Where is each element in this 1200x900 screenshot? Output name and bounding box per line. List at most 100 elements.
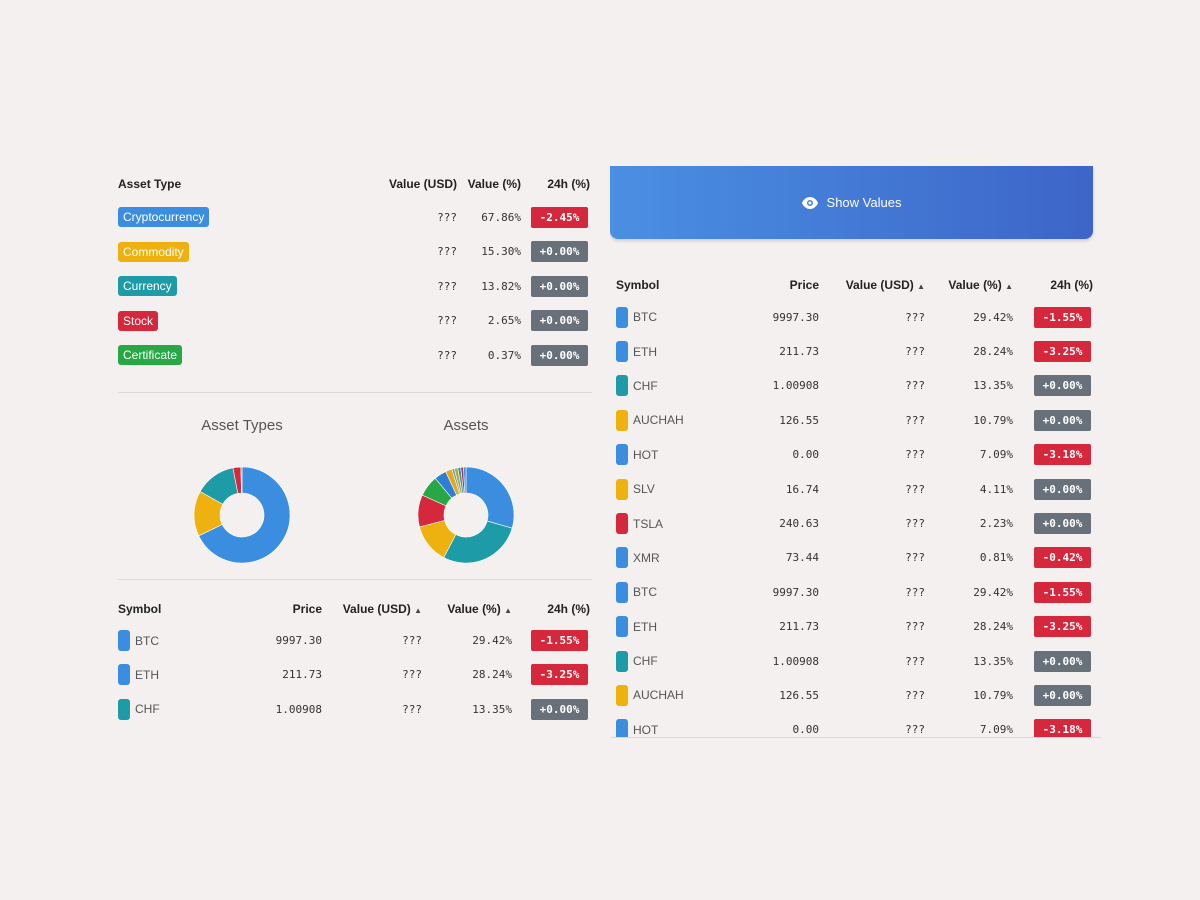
asset-type-tag[interactable]: Stock xyxy=(118,310,159,331)
value-usd-cell: ??? xyxy=(402,668,422,682)
donut-slice-certificate[interactable] xyxy=(240,466,243,493)
asset-row[interactable]: HOT 0.00??? 7.09% -3.18% xyxy=(616,438,1102,472)
value-pct-cell: 7.09% xyxy=(979,448,1013,462)
asset-color-marker xyxy=(118,630,130,652)
asset-color-marker xyxy=(616,513,628,535)
asset-type-row[interactable]: Stock??? 2.65% +0.00% xyxy=(118,304,592,339)
col-value-pct[interactable]: Value (%) ▲ xyxy=(424,602,514,616)
asset-row[interactable]: ETH 211.73??? 28.24% -3.25% xyxy=(118,658,592,692)
asset-row[interactable]: CHF 1.00908??? 13.35% +0.00% xyxy=(118,692,592,726)
col-price[interactable]: Price xyxy=(292,601,322,616)
symbol-label: ETH xyxy=(633,619,657,634)
asset-color-marker xyxy=(616,375,628,397)
divider xyxy=(118,391,592,393)
asset-row[interactable]: BTC 9997.30??? 29.42% -1.55% xyxy=(616,575,1102,609)
asset-row[interactable]: BTC 9997.30??? 29.42% -1.55% xyxy=(118,624,592,658)
change-cell: +0.00% xyxy=(514,698,592,720)
asset-type-row[interactable]: Commodity??? 15.30% +0.00% xyxy=(118,235,592,270)
asset-row[interactable]: CHF 1.00908??? 13.35% +0.00% xyxy=(616,369,1102,403)
symbol-cell: HOT xyxy=(616,719,726,737)
change-badge: -2.45% xyxy=(531,206,588,228)
change-cell: -3.18% xyxy=(1015,444,1095,466)
col-24h[interactable]: 24h (%) xyxy=(1050,278,1093,292)
asset-type-tag[interactable]: Certificate xyxy=(118,345,183,366)
symbol-cell: BTC xyxy=(616,306,726,328)
value-usd-cell: ??? xyxy=(905,413,925,427)
col-symbol[interactable]: Symbol xyxy=(118,601,162,616)
asset-row[interactable]: ETH 211.73??? 28.24% -3.25% xyxy=(616,334,1102,368)
donut-slice-eth[interactable] xyxy=(443,520,513,563)
symbol-label: AUCHAH xyxy=(633,688,684,703)
value-pct-cell: 2.23% xyxy=(979,517,1013,531)
value-usd-cell: ??? xyxy=(905,688,925,702)
col-value-pct[interactable]: Value (%) xyxy=(467,177,521,191)
asset-type-tag[interactable]: Currency xyxy=(118,276,177,297)
donut-slice-btc[interactable] xyxy=(465,466,515,529)
symbol-cell: ETH xyxy=(118,664,238,686)
col-value-pct[interactable]: Value (%) ▲ xyxy=(927,278,1015,292)
asset-row[interactable]: XMR 73.44??? 0.81% -0.42% xyxy=(616,541,1102,575)
col-24h[interactable]: 24h (%) xyxy=(547,601,590,616)
asset-type-tag[interactable]: Cryptocurrency xyxy=(118,207,210,228)
symbol-cell: TSLA xyxy=(616,513,726,535)
asset-color-marker xyxy=(616,341,628,363)
symbol-label: AUCHAH xyxy=(633,413,684,428)
change-badge: -1.55% xyxy=(1034,581,1091,603)
value-pct-cell: 13.35% xyxy=(973,654,1013,668)
change-badge: +0.00% xyxy=(531,241,588,263)
value-usd-cell: ??? xyxy=(905,723,925,737)
sort-caret-icon: ▲ xyxy=(414,605,422,615)
assets-donut-chart[interactable] xyxy=(416,465,516,565)
price-cell: 1.00908 xyxy=(772,379,819,393)
col-value-usd[interactable]: Value (USD) ▲ xyxy=(324,602,424,616)
asset-row[interactable]: ETH 211.73??? 28.24% -3.25% xyxy=(616,610,1102,644)
value-usd-cell: ??? xyxy=(437,210,457,224)
value-pct-cell: 0.81% xyxy=(979,551,1013,565)
price-cell: 211.73 xyxy=(779,620,819,634)
change-cell: -3.25% xyxy=(514,664,592,686)
asset-color-marker xyxy=(118,698,130,720)
change-badge: -3.25% xyxy=(1034,616,1091,638)
value-usd-cell: ??? xyxy=(402,634,422,648)
asset-row[interactable]: BTC 9997.30??? 29.42% -1.55% xyxy=(616,300,1102,334)
asset-type-row[interactable]: Cryptocurrency??? 67.86% -2.45% xyxy=(118,200,592,235)
col-value-usd-label: Value (USD) xyxy=(342,601,411,616)
asset-row[interactable]: SLV 16.74??? 4.11% +0.00% xyxy=(616,472,1102,506)
col-price[interactable]: Price xyxy=(789,278,819,292)
price-cell: 9997.30 xyxy=(275,634,322,648)
donut-slice-other-4[interactable] xyxy=(463,466,467,493)
asset-row[interactable]: TSLA 240.63??? 2.23% +0.00% xyxy=(616,506,1102,540)
asset-type-cell: Stock xyxy=(118,310,318,331)
price-cell: 0.00 xyxy=(792,723,820,737)
asset-types-donut-chart[interactable] xyxy=(192,465,292,565)
asset-types-body: Cryptocurrency??? 67.86% -2.45% Commodity??… xyxy=(118,200,592,373)
asset-row[interactable]: CHF 1.00908??? 13.35% +0.00% xyxy=(616,644,1102,678)
symbol-label: XMR xyxy=(633,550,660,565)
portfolio-left-panel: Asset Type Value (USD) Value (%) 24h (%)… xyxy=(118,168,592,738)
asset-row[interactable]: AUCHAH 126.55??? 10.79% +0.00% xyxy=(616,403,1102,437)
asset-row[interactable]: HOT 0.00??? 7.09% -3.18% xyxy=(616,713,1102,737)
col-value-usd[interactable]: Value (USD) ▲ xyxy=(821,278,927,292)
col-value-usd[interactable]: Value (USD) xyxy=(388,177,457,191)
value-pct-cell: 29.42% xyxy=(973,310,1013,324)
sort-caret-icon: ▲ xyxy=(917,282,925,291)
col-value-pct-label: Value (%) xyxy=(447,601,501,616)
asset-type-tag[interactable]: Commodity xyxy=(118,241,189,262)
right-assets-header: Symbol Price Value (USD) ▲ Value (%) ▲ 2… xyxy=(616,270,1102,300)
show-values-button[interactable]: Show Values xyxy=(610,166,1093,239)
price-cell: 0.00 xyxy=(792,448,820,462)
asset-type-row[interactable]: Certificate??? 0.37% +0.00% xyxy=(118,338,592,373)
value-pct-cell: 10.79% xyxy=(973,413,1013,427)
asset-type-row[interactable]: Currency??? 13.82% +0.00% xyxy=(118,269,592,304)
col-symbol[interactable]: Symbol xyxy=(616,278,660,292)
asset-color-marker xyxy=(616,478,628,500)
donut-slice-cryptocurrency[interactable] xyxy=(198,466,291,563)
value-usd-cell: ??? xyxy=(437,348,457,362)
price-cell: 9997.30 xyxy=(772,310,819,324)
symbol-label: HOT xyxy=(633,722,659,737)
symbol-label: CHF xyxy=(633,378,658,393)
value-usd-cell: ??? xyxy=(437,314,457,328)
symbol-cell: ETH xyxy=(616,341,726,363)
asset-row[interactable]: AUCHAH 126.55??? 10.79% +0.00% xyxy=(616,678,1102,712)
col-24h[interactable]: 24h (%) xyxy=(547,177,590,191)
